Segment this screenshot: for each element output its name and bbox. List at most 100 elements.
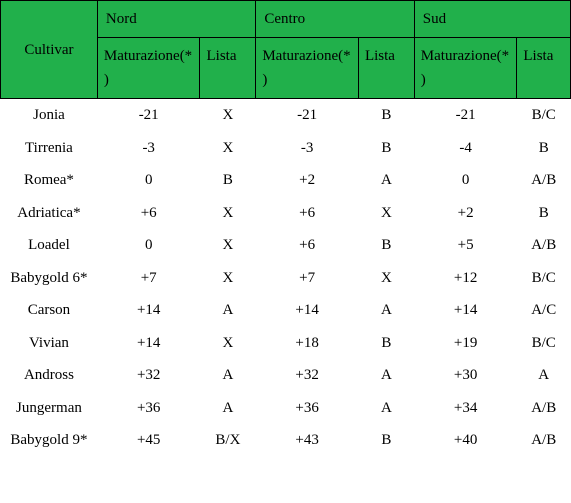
cell-centro-mat: +43 bbox=[256, 424, 359, 457]
cell-cultivar: Romea* bbox=[1, 164, 98, 197]
cell-sud-mat: -21 bbox=[414, 99, 517, 132]
cell-centro-mat: +14 bbox=[256, 294, 359, 327]
table-row: Carson+14A+14A+14A/C bbox=[1, 294, 571, 327]
cell-cultivar: Tirrenia bbox=[1, 132, 98, 165]
cell-centro-lista: B bbox=[358, 327, 414, 360]
table-row: Jungerman+36A+36A+34A/B bbox=[1, 392, 571, 425]
cell-sud-mat: +5 bbox=[414, 229, 517, 262]
cell-sud-lista: B/C bbox=[517, 262, 571, 295]
cell-sud-mat: +30 bbox=[414, 359, 517, 392]
cell-nord-mat: +32 bbox=[97, 359, 200, 392]
cell-nord-mat: -21 bbox=[97, 99, 200, 132]
cell-centro-lista: B bbox=[358, 99, 414, 132]
cell-nord-mat: +36 bbox=[97, 392, 200, 425]
cell-sud-lista: A/B bbox=[517, 392, 571, 425]
cell-centro-mat: +18 bbox=[256, 327, 359, 360]
cell-sud-lista: B bbox=[517, 197, 571, 230]
cell-centro-mat: +36 bbox=[256, 392, 359, 425]
cell-cultivar: Loadel bbox=[1, 229, 98, 262]
header-nord-lista: Lista bbox=[200, 38, 256, 99]
cultivar-table: Cultivar Nord Centro Sud Maturazione(*) … bbox=[0, 0, 571, 457]
header-cultivar: Cultivar bbox=[1, 1, 98, 99]
cell-centro-lista: B bbox=[358, 132, 414, 165]
cell-nord-lista: X bbox=[200, 327, 256, 360]
cell-sud-mat: +19 bbox=[414, 327, 517, 360]
table-row: Loadel0X+6B+5A/B bbox=[1, 229, 571, 262]
cell-sud-mat: +14 bbox=[414, 294, 517, 327]
cell-nord-lista: X bbox=[200, 99, 256, 132]
cell-centro-mat: +32 bbox=[256, 359, 359, 392]
cell-sud-mat: -4 bbox=[414, 132, 517, 165]
table-row: Babygold 9*+45B/X+43B+40A/B bbox=[1, 424, 571, 457]
cell-cultivar: Vivian bbox=[1, 327, 98, 360]
cell-nord-lista: A bbox=[200, 294, 256, 327]
cell-centro-mat: +6 bbox=[256, 229, 359, 262]
cell-cultivar: Jungerman bbox=[1, 392, 98, 425]
cell-centro-lista: X bbox=[358, 197, 414, 230]
cell-nord-mat: +45 bbox=[97, 424, 200, 457]
cell-nord-lista: A bbox=[200, 392, 256, 425]
cell-nord-mat: 0 bbox=[97, 164, 200, 197]
cell-sud-lista: A/B bbox=[517, 164, 571, 197]
cell-centro-mat: +7 bbox=[256, 262, 359, 295]
table-row: Jonia-21X-21B-21B/C bbox=[1, 99, 571, 132]
table-row: Romea*0B+2A0A/B bbox=[1, 164, 571, 197]
cell-centro-lista: X bbox=[358, 262, 414, 295]
cell-nord-lista: A bbox=[200, 359, 256, 392]
table-row: Tirrenia-3X-3B-4B bbox=[1, 132, 571, 165]
table-row: Andross+32A+32A+30A bbox=[1, 359, 571, 392]
header-nord-maturazione: Maturazione(*) bbox=[97, 38, 200, 99]
cell-nord-mat: +7 bbox=[97, 262, 200, 295]
cell-sud-mat: +34 bbox=[414, 392, 517, 425]
cell-sud-lista: B/C bbox=[517, 327, 571, 360]
cell-sud-lista: A bbox=[517, 359, 571, 392]
cell-nord-lista: X bbox=[200, 132, 256, 165]
cell-nord-lista: X bbox=[200, 229, 256, 262]
cultivar-table-container: Cultivar Nord Centro Sud Maturazione(*) … bbox=[0, 0, 571, 457]
cell-sud-lista: B/C bbox=[517, 99, 571, 132]
cell-centro-lista: B bbox=[358, 229, 414, 262]
cell-nord-lista: X bbox=[200, 197, 256, 230]
table-row: Babygold 6*+7X+7X+12B/C bbox=[1, 262, 571, 295]
header-region-centro: Centro bbox=[256, 1, 414, 38]
cell-centro-mat: -3 bbox=[256, 132, 359, 165]
cell-centro-lista: A bbox=[358, 392, 414, 425]
header-centro-lista: Lista bbox=[358, 38, 414, 99]
cell-sud-lista: A/B bbox=[517, 229, 571, 262]
cell-centro-mat: -21 bbox=[256, 99, 359, 132]
header-region-nord: Nord bbox=[97, 1, 255, 38]
cell-nord-lista: B bbox=[200, 164, 256, 197]
cell-centro-lista: A bbox=[358, 294, 414, 327]
cell-cultivar: Jonia bbox=[1, 99, 98, 132]
cell-cultivar: Andross bbox=[1, 359, 98, 392]
cell-nord-mat: -3 bbox=[97, 132, 200, 165]
cell-nord-mat: +14 bbox=[97, 327, 200, 360]
table-row: Vivian+14X+18B+19B/C bbox=[1, 327, 571, 360]
cell-cultivar: Babygold 9* bbox=[1, 424, 98, 457]
table-header: Cultivar Nord Centro Sud Maturazione(*) … bbox=[1, 1, 571, 99]
cell-sud-mat: +40 bbox=[414, 424, 517, 457]
cell-cultivar: Adriatica* bbox=[1, 197, 98, 230]
cell-nord-lista: X bbox=[200, 262, 256, 295]
cell-sud-mat: +12 bbox=[414, 262, 517, 295]
header-sud-maturazione: Maturazione(*) bbox=[414, 38, 517, 99]
cell-centro-mat: +2 bbox=[256, 164, 359, 197]
cell-centro-lista: B bbox=[358, 424, 414, 457]
header-sud-lista: Lista bbox=[517, 38, 571, 99]
table-row: Adriatica*+6X+6X+2B bbox=[1, 197, 571, 230]
cell-centro-lista: A bbox=[358, 164, 414, 197]
header-row-regions: Cultivar Nord Centro Sud bbox=[1, 1, 571, 38]
cell-nord-lista: B/X bbox=[200, 424, 256, 457]
cell-nord-mat: +6 bbox=[97, 197, 200, 230]
cell-cultivar: Babygold 6* bbox=[1, 262, 98, 295]
cell-sud-lista: A/B bbox=[517, 424, 571, 457]
cell-sud-lista: A/C bbox=[517, 294, 571, 327]
header-region-sud: Sud bbox=[414, 1, 570, 38]
cell-centro-lista: A bbox=[358, 359, 414, 392]
cell-nord-mat: +14 bbox=[97, 294, 200, 327]
table-body: Jonia-21X-21B-21B/CTirrenia-3X-3B-4BRome… bbox=[1, 99, 571, 457]
cell-sud-lista: B bbox=[517, 132, 571, 165]
cell-sud-mat: +2 bbox=[414, 197, 517, 230]
cell-cultivar: Carson bbox=[1, 294, 98, 327]
cell-nord-mat: 0 bbox=[97, 229, 200, 262]
